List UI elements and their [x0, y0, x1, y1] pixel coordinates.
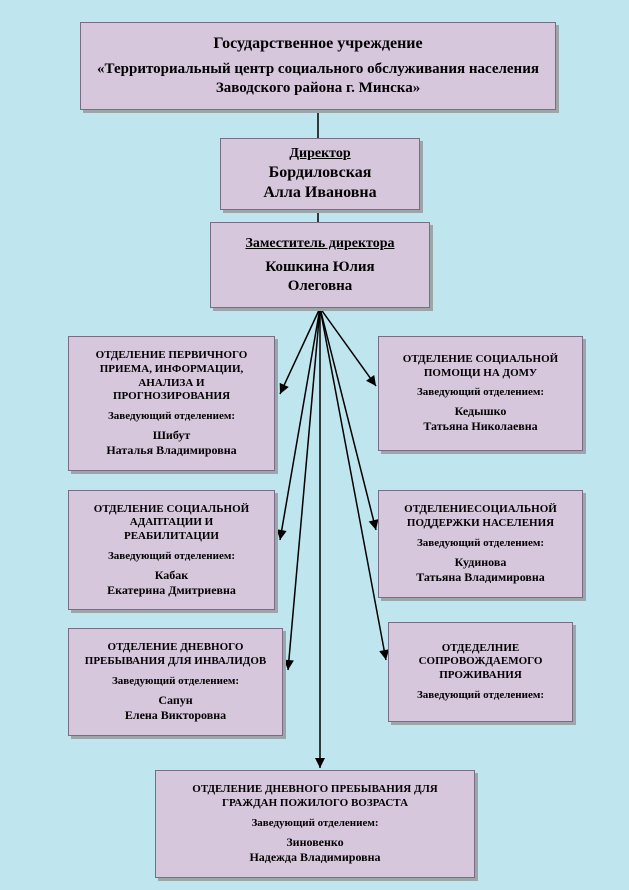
- department-head-label: Заведующий отделением:: [417, 689, 544, 703]
- department-box-support: ОТДЕЛЕНИЕСОЦИАЛЬНОЙПОДДЕРЖКИ НАСЕЛЕНИЯ За…: [378, 490, 583, 598]
- director-name-1: Бордиловская: [269, 163, 372, 183]
- department-box-daycare-eld: ОТДЕЛЕНИЕ ДНЕВНОГО ПРЕБЫВАНИЯ ДЛЯГРАЖДАН…: [155, 770, 475, 878]
- department-title: АНАЛИЗА И: [138, 377, 204, 391]
- department-title: ОТДЕЛЕНИЕ СОЦИАЛЬНОЙ: [403, 353, 558, 367]
- department-box-adapt: ОТДЕЛЕНИЕ СОЦИАЛЬНОЙАДАПТАЦИИ ИРЕАБИЛИТА…: [68, 490, 275, 610]
- department-title: ГРАЖДАН ПОЖИЛОГО ВОЗРАСТА: [222, 797, 408, 811]
- department-title: РЕАБИЛИТАЦИИ: [124, 530, 219, 544]
- department-head-label: Заведующий отделением:: [252, 817, 379, 831]
- department-head-name: Зиновенко: [286, 835, 343, 850]
- department-box-primary: ОТДЕЛЕНИЕ ПЕРВИЧНОГОПРИЕМА, ИНФОРМАЦИИ,А…: [68, 336, 275, 471]
- department-head-name: Елена Викторовна: [125, 708, 226, 723]
- org-header-line2: «Территориальный центр социального обслу…: [89, 60, 547, 98]
- department-title: ПРЕБЫВАНИЯ ДЛЯ ИНВАЛИДОВ: [85, 655, 266, 669]
- department-head-name: Екатерина Дмитриевна: [107, 583, 236, 598]
- department-title: ОТДЕДЕЛНИЕ: [442, 642, 520, 656]
- department-head-label: Заведующий отделением:: [108, 550, 235, 564]
- department-title: ОТДЕЛЕНИЕ СОЦИАЛЬНОЙ: [94, 503, 249, 517]
- department-title: ОТДЕЛЕНИЕСОЦИАЛЬНОЙ: [404, 503, 557, 517]
- department-title: ПОМОЩИ НА ДОМУ: [424, 367, 537, 381]
- department-head-name: Татьяна Николаевна: [423, 419, 537, 434]
- department-title: ПОДДЕРЖКИ НАСЕЛЕНИЯ: [407, 517, 554, 531]
- deputy-name-2: Олеговна: [288, 277, 353, 296]
- department-head-name: Сапун: [158, 693, 192, 708]
- department-head-label: Заведующий отделением:: [417, 386, 544, 400]
- department-title: СОПРОВОЖДАЕМОГО: [419, 655, 543, 669]
- department-head-name: Кабак: [155, 568, 188, 583]
- deputy-director-box: Заместитель директора Кошкина Юлия Олего…: [210, 222, 430, 308]
- deputy-name-1: Кошкина Юлия: [265, 258, 374, 277]
- department-title: ПРОГНОЗИРОВАНИЯ: [113, 390, 230, 404]
- director-box: Директор Бордиловская Алла Ивановна: [220, 138, 420, 210]
- department-head-name: Шибут: [153, 428, 191, 443]
- department-head-name: Наталья Владимировна: [106, 443, 236, 458]
- department-title: ОТДЕЛЕНИЕ ПЕРВИЧНОГО: [96, 349, 248, 363]
- department-box-daycare-dis: ОТДЕЛЕНИЕ ДНЕВНОГОПРЕБЫВАНИЯ ДЛЯ ИНВАЛИД…: [68, 628, 283, 736]
- org-chart-canvas: Государственное учреждение «Территориаль…: [0, 0, 629, 890]
- deputy-title: Заместитель директора: [245, 235, 394, 253]
- department-head-name: Кедышко: [455, 404, 507, 419]
- org-header-line1: Государственное учреждение: [213, 34, 422, 54]
- org-header-box: Государственное учреждение «Территориаль…: [80, 22, 556, 110]
- department-title: ОТДЕЛЕНИЕ ДНЕВНОГО: [108, 641, 244, 655]
- director-name-2: Алла Ивановна: [263, 183, 376, 203]
- department-head-label: Заведующий отделением:: [112, 675, 239, 689]
- department-title: ПРИЕМА, ИНФОРМАЦИИ,: [100, 363, 244, 377]
- department-box-homecare: ОТДЕЛЕНИЕ СОЦИАЛЬНОЙПОМОЩИ НА ДОМУ Заведу…: [378, 336, 583, 451]
- department-title: АДАПТАЦИИ И: [130, 516, 213, 530]
- department-head-name: Надежда Владимировна: [249, 850, 380, 865]
- department-head-label: Заведующий отделением:: [417, 537, 544, 551]
- department-head-label: Заведующий отделением:: [108, 410, 235, 424]
- department-title: ОТДЕЛЕНИЕ ДНЕВНОГО ПРЕБЫВАНИЯ ДЛЯ: [192, 783, 437, 797]
- department-box-accomp: ОТДЕДЕЛНИЕСОПРОВОЖДАЕМОГОПРОЖИВАНИЯ Завед…: [388, 622, 573, 722]
- department-head-name: Татьяна Владимировна: [416, 570, 545, 585]
- department-head-name: Кудинова: [455, 555, 507, 570]
- director-title: Директор: [289, 145, 350, 163]
- department-title: ПРОЖИВАНИЯ: [439, 669, 522, 683]
